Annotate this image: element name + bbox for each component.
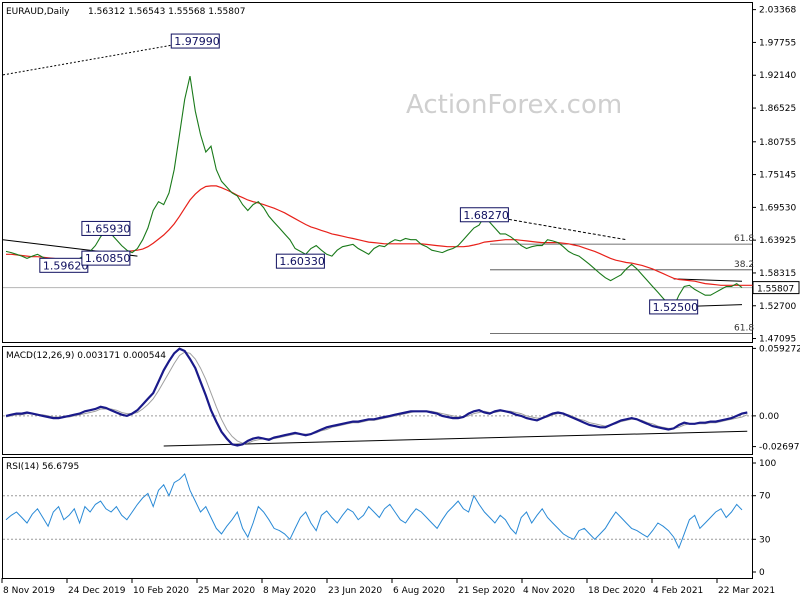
price-layer: 61.8 38.2 61.8 1.97990 1.65930 1.596201.60850… [2, 33, 754, 334]
macd-title: MACD(12,26,9) 0.003171 0.000544 [6, 351, 166, 361]
watermark: ActionForex.com [406, 90, 622, 120]
rsi-title: RSI(14) 56.6795 [6, 462, 79, 472]
price-y-tick-label: 1.97755 [759, 38, 796, 48]
price-y-tick-label: 1.92140 [759, 71, 796, 81]
rsi-y-tick-label: 30 [759, 535, 771, 545]
annotation-label: 1.97990 [174, 35, 220, 48]
price-y-tick-label: 1.58315 [759, 269, 796, 279]
x-tick-label: 4 Feb 2021 [653, 586, 703, 596]
annotation-box [81, 220, 131, 236]
x-tick-label: 22 Mar 2021 [718, 586, 775, 596]
trendline-dashed [2, 40, 196, 76]
annotation-box [81, 250, 131, 266]
current-price-box [752, 281, 800, 295]
rsi-panel [2, 457, 753, 579]
axes-layer: 2.03368 1.97755 1.92140 1.86525 1.80755 1.751… [1, 6, 800, 596]
x-tick-label: 10 Feb 2020 [133, 586, 189, 596]
rsi-y-tick-label: 70 [759, 492, 771, 502]
current-price-label: 1.55807 [757, 285, 794, 295]
macd-y-tick-label: 0.059272 [759, 344, 800, 354]
price-y-tick-label: 1.63925 [759, 236, 796, 246]
rsi-line [5, 472, 743, 550]
annotation-box [459, 207, 509, 223]
trendline-dashed [484, 214, 627, 241]
price-y-tick-label: 1.86525 [759, 104, 796, 114]
trendline [673, 278, 743, 282]
rsi-layer [3, 472, 752, 550]
macd-y-tick-label: -0.026978 [759, 443, 800, 453]
annotation-box [170, 33, 220, 49]
price-y-tick-label: 1.69530 [759, 203, 796, 213]
annotation-label: 1.68270 [463, 209, 509, 222]
rsi-y-tick-label: 100 [759, 459, 776, 469]
annotation-label: 1.60330 [279, 255, 325, 268]
price-y-tick-label: 2.03368 [759, 6, 796, 16]
price-ohlc-values: 1.56312 1.56543 1.55568 1.55807 [88, 7, 245, 17]
price-y-tick-label: 1.52700 [759, 302, 796, 312]
annotation-label: 1.60850 [85, 252, 131, 265]
x-tick-label: 8 May 2020 [263, 586, 316, 596]
x-tick-label: 25 Mar 2020 [198, 586, 255, 596]
annotation-label: 1.65930 [85, 222, 131, 235]
x-tick-label: 18 Dec 2020 [588, 586, 646, 596]
x-tick-label: 23 Jun 2020 [328, 586, 382, 596]
fib-label: 61.8 [734, 234, 754, 244]
price-y-tick-label: 1.47095 [759, 335, 796, 345]
rsi-y-tick-label: 0 [759, 568, 765, 578]
macd-layer [3, 347, 752, 447]
annotation-label: 1.52500 [653, 301, 699, 314]
annotation-box [275, 253, 325, 269]
annotation-box [649, 299, 699, 315]
moving-average-line [6, 185, 753, 286]
x-tick-label: 6 Aug 2020 [393, 586, 445, 596]
fib-label: 38.2 [734, 260, 754, 270]
x-tick-label: 4 Nov 2020 [523, 586, 575, 596]
fib-label: 61.8 [734, 324, 754, 334]
macd-trendline [163, 430, 748, 447]
price-y-tick-label: 1.80755 [759, 138, 796, 148]
macd-panel [2, 346, 753, 455]
annotation-label: 1.59620 [43, 259, 88, 272]
price-y-tick-label: 1.75145 [759, 171, 796, 181]
price-panel [2, 2, 753, 343]
macd-line [5, 347, 748, 447]
x-tick-label: 21 Sep 2020 [458, 586, 515, 596]
price-chart-title: EURAUD,Daily [6, 7, 70, 17]
x-tick-label: 24 Dec 2019 [68, 586, 126, 596]
x-tick-label: 8 Nov 2019 [3, 586, 55, 596]
macd-y-tick-label: 0.00 [759, 412, 779, 422]
